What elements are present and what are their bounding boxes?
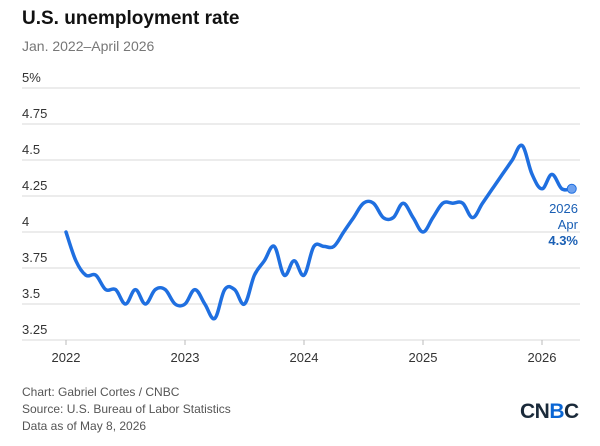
y-tick-label: 5% bbox=[22, 70, 41, 85]
y-tick-label: 3.5 bbox=[22, 286, 40, 301]
y-tick-label: 4.75 bbox=[22, 106, 47, 121]
x-tick-label: 2025 bbox=[409, 350, 438, 365]
y-tick-label: 3.25 bbox=[22, 322, 47, 337]
y-axis: 5% 4.75 4.5 4.25 4 3.75 3.5 3.25 bbox=[22, 70, 47, 337]
y-tick-label: 4.25 bbox=[22, 178, 47, 193]
x-tick-label: 2022 bbox=[52, 350, 81, 365]
y-tick-label: 4.5 bbox=[22, 142, 40, 157]
cnbc-logo: CNBC bbox=[520, 400, 579, 423]
chart-subtitle: Jan. 2022–April 2026 bbox=[22, 38, 155, 54]
x-tick-label: 2026 bbox=[528, 350, 557, 365]
x-axis: 2022 2023 2024 2025 2026 bbox=[52, 340, 557, 365]
chart-date: Data as of May 8, 2026 bbox=[22, 419, 147, 433]
y-tick-label: 3.75 bbox=[22, 250, 47, 265]
chart-credit: Chart: Gabriel Cortes / CNBC bbox=[22, 385, 180, 399]
x-tick-label: 2023 bbox=[171, 350, 200, 365]
annotation-value: 4.3% bbox=[548, 233, 578, 248]
end-marker bbox=[566, 183, 577, 194]
y-tick-label: 4 bbox=[22, 214, 29, 229]
x-tick-label: 2024 bbox=[290, 350, 319, 365]
chart-grid bbox=[22, 87, 580, 341]
annotation-month: Apr bbox=[558, 217, 579, 232]
series-group bbox=[64, 143, 577, 321]
chart-title: U.S. unemployment rate bbox=[22, 8, 240, 29]
chart-footer: Chart: Gabriel Cortes / CNBC Source: U.S… bbox=[22, 384, 231, 435]
unemployment-line bbox=[64, 143, 574, 321]
annotation-year: 2026 bbox=[549, 201, 578, 216]
chart-source: Source: U.S. Bureau of Labor Statistics bbox=[22, 402, 231, 416]
